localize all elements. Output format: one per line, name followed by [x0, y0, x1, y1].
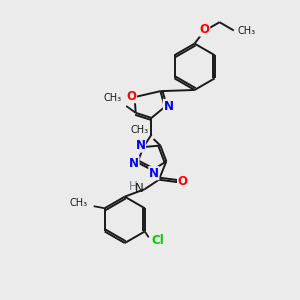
Text: O: O — [127, 90, 136, 103]
Text: O: O — [178, 175, 188, 188]
Text: O: O — [200, 23, 210, 36]
Text: N: N — [129, 157, 139, 169]
Text: N: N — [149, 167, 159, 180]
Text: N: N — [164, 100, 173, 112]
Text: CH₃: CH₃ — [70, 198, 88, 208]
Text: N: N — [136, 139, 146, 152]
Text: CH₃: CH₃ — [237, 26, 256, 35]
Text: N: N — [134, 182, 143, 195]
Text: H: H — [129, 180, 138, 194]
Text: CH₃: CH₃ — [130, 124, 148, 134]
Text: CH₃: CH₃ — [103, 93, 122, 103]
Text: Cl: Cl — [152, 235, 164, 248]
